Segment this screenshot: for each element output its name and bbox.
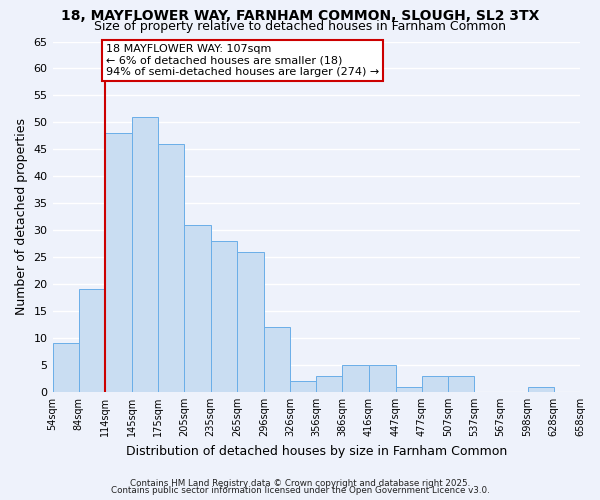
Bar [53, 344, 79, 392]
Text: Contains public sector information licensed under the Open Government Licence v3: Contains public sector information licen… [110, 486, 490, 495]
Bar [184, 225, 211, 392]
Bar [264, 327, 290, 392]
Bar [343, 365, 368, 392]
Bar [527, 386, 554, 392]
Bar [79, 290, 105, 392]
Text: 18 MAYFLOWER WAY: 107sqm
← 6% of detached houses are smaller (18)
94% of semi-de: 18 MAYFLOWER WAY: 107sqm ← 6% of detache… [106, 44, 379, 78]
Bar [316, 376, 343, 392]
Bar [448, 376, 475, 392]
Bar [132, 117, 158, 392]
Text: 18, MAYFLOWER WAY, FARNHAM COMMON, SLOUGH, SL2 3TX: 18, MAYFLOWER WAY, FARNHAM COMMON, SLOUG… [61, 9, 539, 23]
X-axis label: Distribution of detached houses by size in Farnham Common: Distribution of detached houses by size … [125, 444, 507, 458]
Bar [368, 365, 396, 392]
Bar [290, 381, 316, 392]
Bar [105, 133, 132, 392]
Bar [422, 376, 448, 392]
Text: Size of property relative to detached houses in Farnham Common: Size of property relative to detached ho… [94, 20, 506, 33]
Bar [211, 241, 237, 392]
Bar [396, 386, 422, 392]
Bar [158, 144, 184, 392]
Y-axis label: Number of detached properties: Number of detached properties [15, 118, 28, 315]
Text: Contains HM Land Registry data © Crown copyright and database right 2025.: Contains HM Land Registry data © Crown c… [130, 478, 470, 488]
Bar [237, 252, 264, 392]
